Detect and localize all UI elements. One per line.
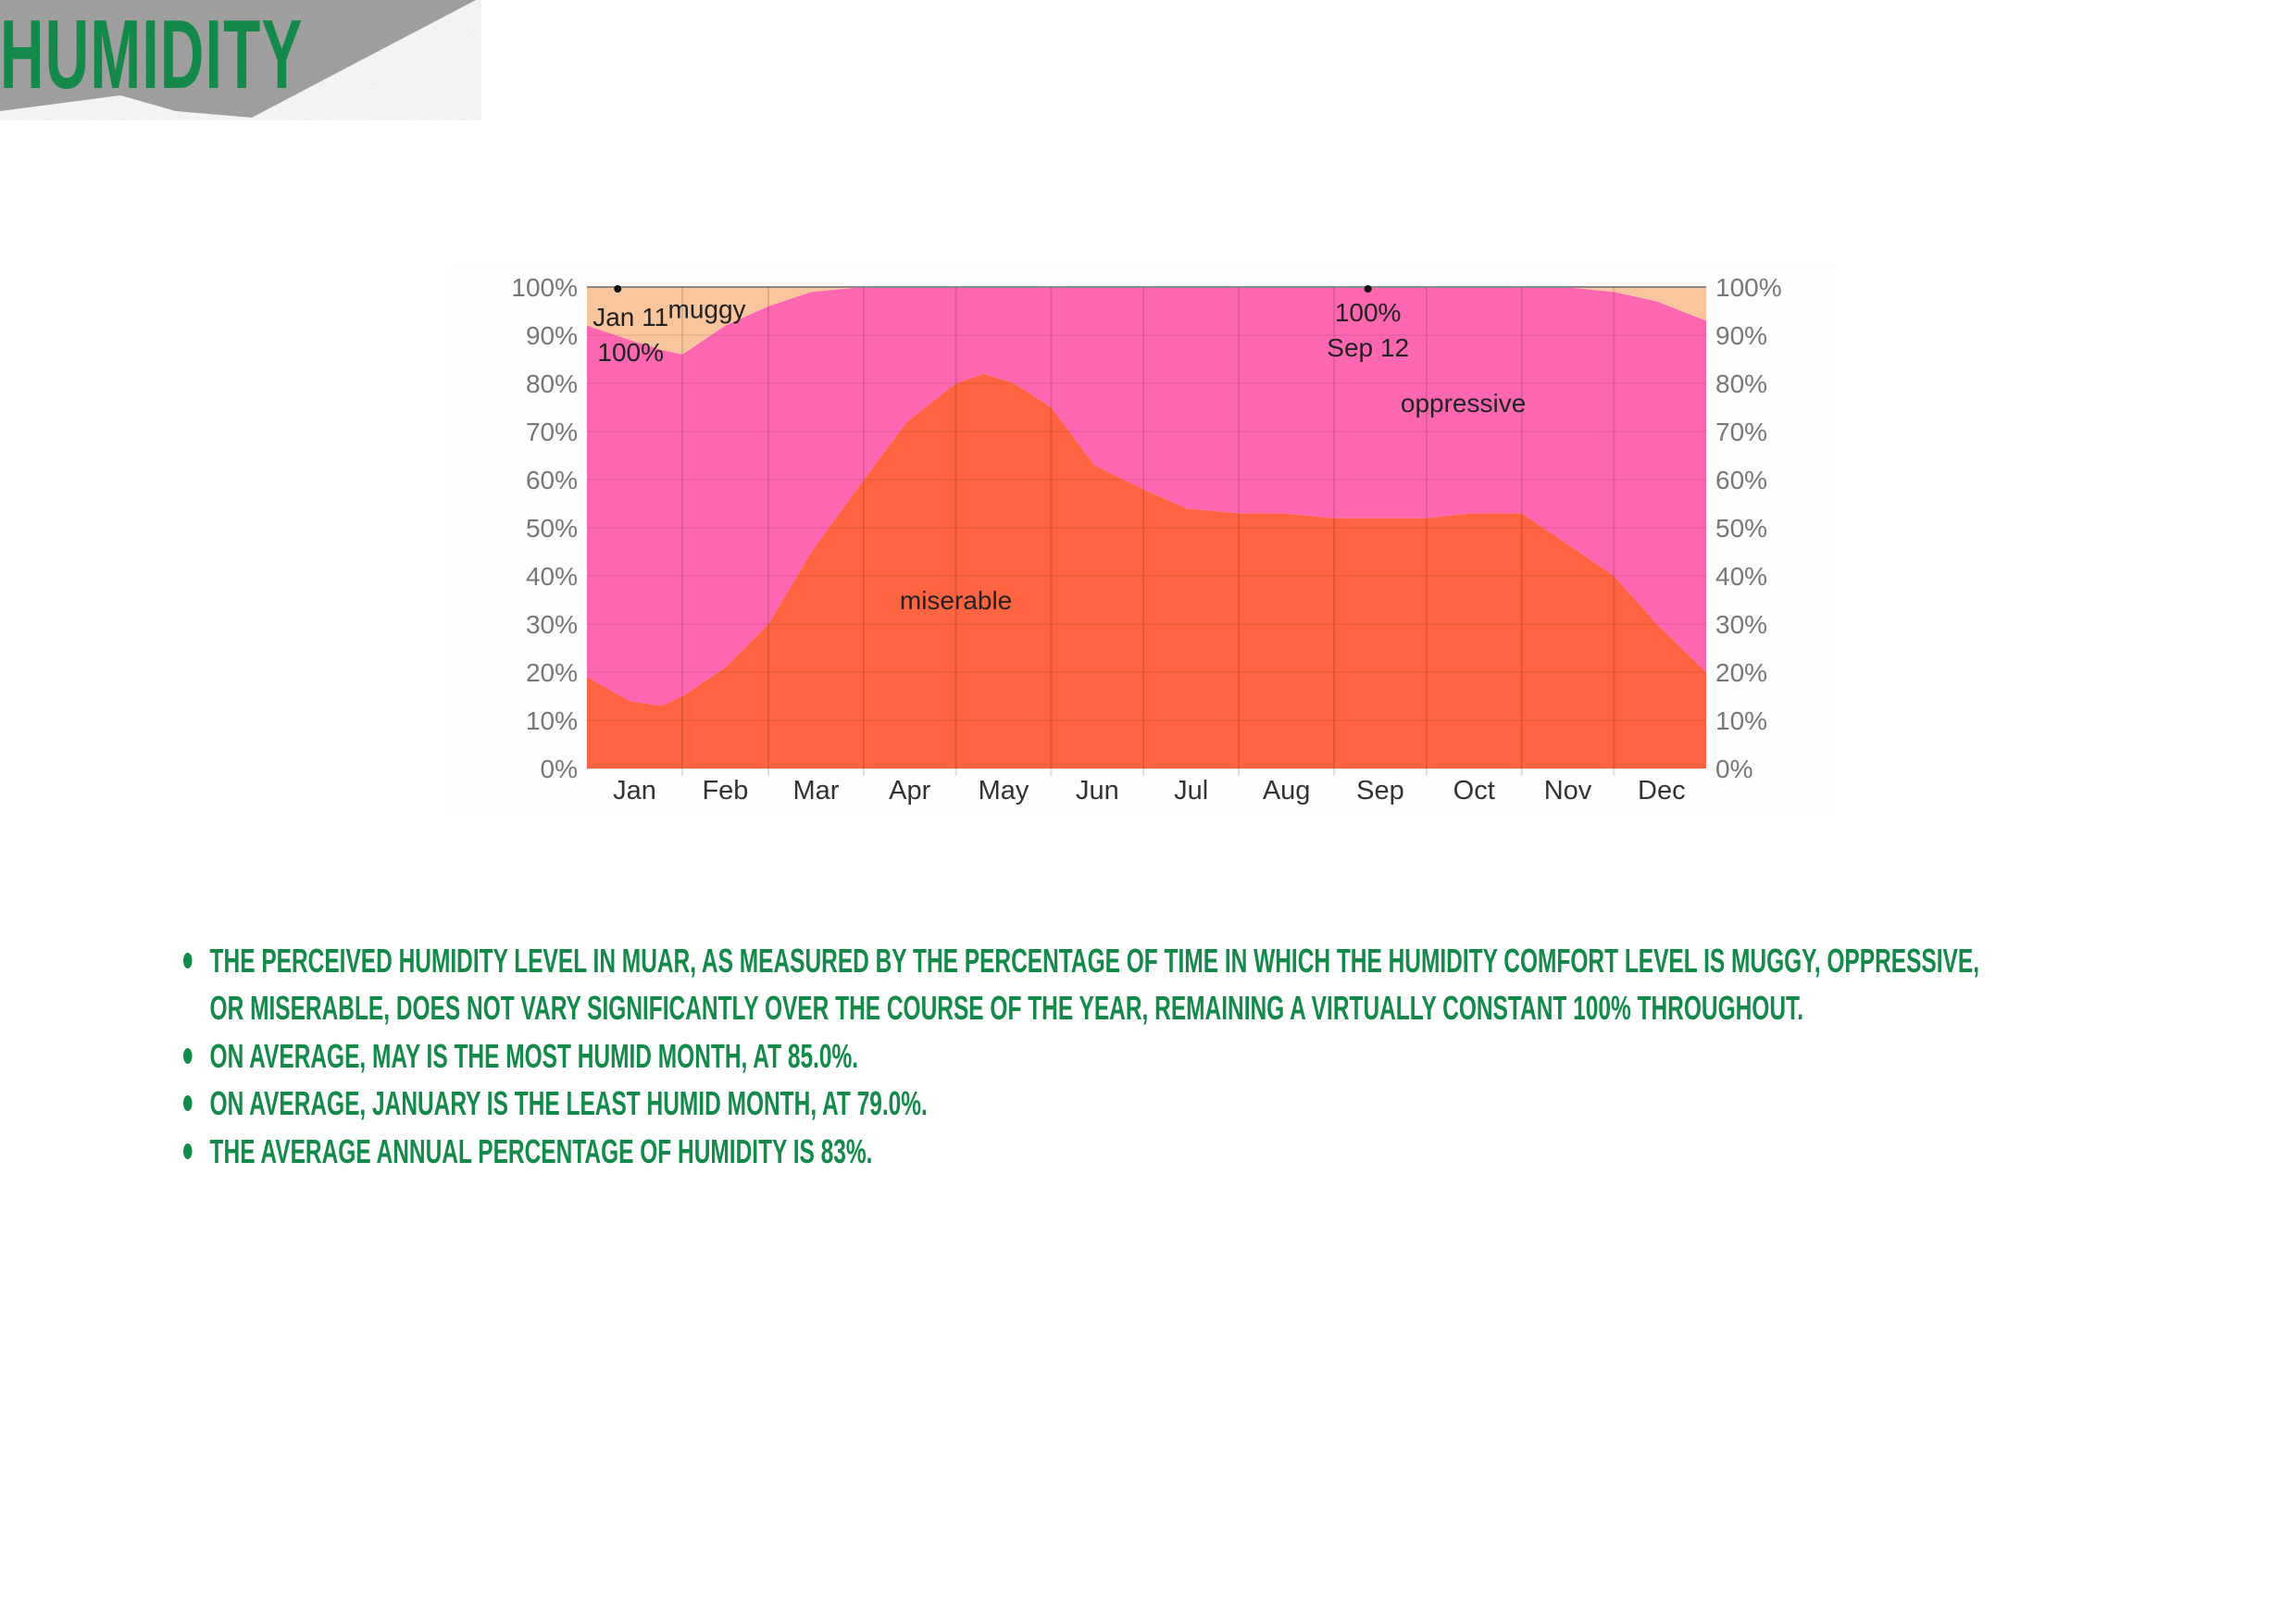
x-tick-label: Apr bbox=[889, 776, 930, 806]
y-tick-left: 10% bbox=[526, 706, 578, 735]
bullet-text: On average, January is the least humid m… bbox=[209, 1084, 928, 1123]
area-muggy bbox=[587, 287, 1706, 355]
annotation-date: Sep 12 bbox=[1327, 333, 1409, 362]
y-tick-left: 0% bbox=[541, 755, 578, 783]
annotation-marker bbox=[614, 285, 622, 293]
x-tick-label: Jul bbox=[1174, 776, 1208, 806]
bullet-text: The average annual percentage of humidit… bbox=[209, 1131, 873, 1170]
y-tick-right: 70% bbox=[1715, 418, 1767, 446]
list-item: The perceived humidity level in Muar, as… bbox=[183, 937, 2002, 1032]
bullet-icon bbox=[183, 953, 193, 968]
y-tick-right: 100% bbox=[1715, 273, 1782, 302]
humidity-chart-svg: 0% 0% 10% 10% 20% 20% 30% 30% 40% 40% 50% 50% 60% 60%… bbox=[511, 273, 1782, 806]
x-tick-label: Aug bbox=[1263, 776, 1311, 806]
y-tick-left: 90% bbox=[526, 321, 578, 350]
series-label-miserable: miserable bbox=[900, 586, 1012, 615]
x-tick-label: Oct bbox=[1453, 776, 1495, 806]
y-tick-right: 60% bbox=[1715, 466, 1767, 494]
x-tick-label: Jun bbox=[1076, 776, 1119, 806]
humidity-chart: 0% 0% 10% 10% 20% 20% 30% 30% 40% 40% 50% 50% 60% 60%… bbox=[446, 264, 1837, 815]
y-tick-right: 30% bbox=[1715, 610, 1767, 639]
area-miserable bbox=[587, 373, 1706, 768]
y-tick-right: 20% bbox=[1715, 658, 1767, 687]
list-item: The average annual percentage of humidit… bbox=[183, 1128, 2002, 1175]
y-tick-right: 80% bbox=[1715, 369, 1767, 398]
y-tick-left: 20% bbox=[526, 658, 578, 687]
bullet-icon bbox=[183, 1143, 193, 1159]
annotation-marker bbox=[1364, 285, 1372, 293]
x-tick-label: Mar bbox=[792, 776, 839, 806]
y-tick-right: 50% bbox=[1715, 514, 1767, 543]
x-tick-label: Jan bbox=[613, 776, 656, 806]
annotation-date: Jan 11 bbox=[592, 303, 668, 331]
title-banner-background bbox=[0, 0, 476, 118]
area-oppressive bbox=[587, 287, 1706, 706]
humidity-facts-list: The perceived humidity level in Muar, as… bbox=[183, 937, 2002, 1175]
series-label-muggy: muggy bbox=[668, 294, 746, 323]
bullet-icon bbox=[183, 1047, 193, 1064]
x-tick-label: Feb bbox=[702, 776, 748, 806]
x-tick-label: Sep bbox=[1356, 776, 1404, 806]
y-tick-right: 40% bbox=[1715, 562, 1767, 591]
bullet-text: On average, May is the most humid month,… bbox=[209, 1036, 859, 1075]
x-tick-label: Nov bbox=[1544, 776, 1592, 806]
y-tick-left: 100% bbox=[511, 273, 578, 302]
list-item: On average, January is the least humid m… bbox=[183, 1080, 2002, 1127]
y-tick-left: 70% bbox=[526, 418, 578, 446]
annotation-value: 100% bbox=[1335, 298, 1402, 327]
annotation-value: 100% bbox=[597, 338, 664, 367]
page-title: HUMIDITY bbox=[0, 0, 304, 109]
y-tick-right: 90% bbox=[1715, 321, 1767, 350]
y-tick-left: 60% bbox=[526, 466, 578, 494]
y-tick-right: 10% bbox=[1715, 706, 1767, 735]
y-tick-left: 30% bbox=[526, 610, 578, 639]
y-tick-left: 50% bbox=[526, 514, 578, 543]
x-tick-label: Dec bbox=[1638, 776, 1686, 806]
x-tick-label: May bbox=[979, 776, 1029, 806]
y-tick-left: 40% bbox=[526, 562, 578, 591]
y-tick-right: 0% bbox=[1715, 755, 1752, 783]
list-item: On average, May is the most humid month,… bbox=[183, 1032, 2002, 1080]
bullet-text: The perceived humidity level in Muar, as… bbox=[209, 942, 1979, 1028]
series-label-oppressive: oppressive bbox=[1401, 389, 1526, 418]
y-tick-left: 80% bbox=[526, 369, 578, 398]
bullet-icon bbox=[183, 1095, 193, 1112]
